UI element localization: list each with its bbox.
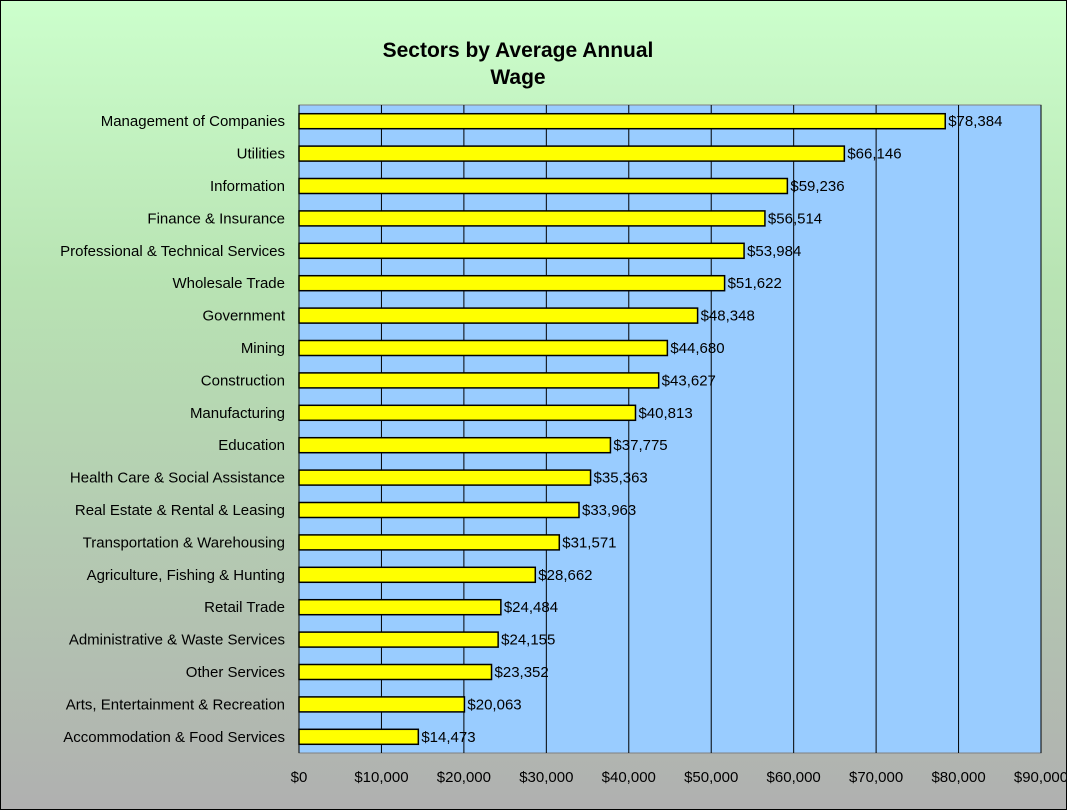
x-tick-label: $50,000 <box>684 769 738 786</box>
data-label: $59,236 <box>790 178 844 195</box>
category-label: Construction <box>201 372 285 389</box>
bar <box>298 242 745 260</box>
category-label: Administrative & Waste Services <box>69 632 285 649</box>
data-label: $23,352 <box>495 664 549 681</box>
data-label: $43,627 <box>662 372 716 389</box>
data-label: $33,963 <box>582 502 636 519</box>
category-label: Wholesale Trade <box>172 275 285 292</box>
bar <box>298 112 946 130</box>
data-label: $48,348 <box>701 308 755 325</box>
bar <box>298 274 726 292</box>
bar <box>298 663 493 681</box>
data-label: $51,622 <box>728 275 782 292</box>
data-label: $28,662 <box>538 567 592 584</box>
data-label: $44,680 <box>670 340 724 357</box>
bar <box>298 339 669 357</box>
bar <box>298 436 612 454</box>
data-label: $40,813 <box>638 405 692 422</box>
data-label: $31,571 <box>562 534 616 551</box>
category-label: Utilities <box>237 146 285 163</box>
data-label: $78,384 <box>948 113 1002 130</box>
category-label: Arts, Entertainment & Recreation <box>66 696 285 713</box>
data-label: $35,363 <box>594 470 648 487</box>
category-label: Education <box>218 437 285 454</box>
x-tick-label: $80,000 <box>931 769 985 786</box>
category-labels: Management of Companies Utilities Informat… <box>60 113 286 746</box>
data-label: $56,514 <box>768 210 822 227</box>
x-tick-label: $0 <box>291 769 308 786</box>
data-labels: $78,384 $66,146$59,236 $56,514 $53,984 $51,6… <box>421 113 1002 746</box>
data-label: $37,775 <box>613 437 667 454</box>
bar <box>298 631 499 648</box>
x-tick-label: $90,000 <box>1014 769 1067 786</box>
data-label: $24,484 <box>504 599 558 616</box>
category-label: Health Care & Social Assistance <box>70 470 285 487</box>
bar <box>298 307 699 324</box>
bar <box>298 404 637 422</box>
category-label: Manufacturing <box>190 405 285 422</box>
x-tick-label: $60,000 <box>767 769 821 786</box>
bar <box>298 728 420 746</box>
x-tick-label: $40,000 <box>602 769 656 786</box>
bar <box>298 501 580 519</box>
data-label: $14,473 <box>421 729 475 746</box>
bars <box>298 112 946 746</box>
category-label: Professional & Technical Services <box>60 243 285 260</box>
bar <box>298 145 846 162</box>
data-label: $24,155 <box>501 632 555 649</box>
x-axis-tick-labels: $0 $10,000 $20,000 $30,000 $40,000 $50,000 $60… <box>291 769 1067 786</box>
chart-title-line-1: Sectors by Average Annual <box>383 39 654 62</box>
category-label: Accommodation & Food Services <box>63 729 285 746</box>
x-tick-label: $30,000 <box>519 769 573 786</box>
data-label: $20,063 <box>467 696 521 713</box>
bar <box>298 534 561 551</box>
category-label: Management of Companies <box>101 113 285 130</box>
category-label: Transportation & Warehousing <box>83 534 285 551</box>
bar <box>298 696 466 713</box>
category-label: Retail Trade <box>204 599 285 616</box>
bar <box>298 372 660 389</box>
bar <box>298 469 592 486</box>
category-label: Agriculture, Fishing & Hunting <box>87 567 285 584</box>
category-label: Government <box>202 308 285 325</box>
chart-title-line-2: Wage <box>490 66 545 89</box>
x-tick-label: $20,000 <box>437 769 491 786</box>
category-label: Other Services <box>186 664 285 681</box>
data-label: $53,984 <box>747 243 801 260</box>
category-label: Real Estate & Rental & Leasing <box>75 502 285 519</box>
x-tick-label: $10,000 <box>354 769 408 786</box>
category-label: Finance & Insurance <box>147 210 285 227</box>
category-label: Information <box>210 178 285 195</box>
bar <box>298 598 502 616</box>
x-tick-label: $70,000 <box>849 769 903 786</box>
bar <box>298 177 789 195</box>
plot-area <box>298 104 1042 754</box>
data-label: $66,146 <box>847 146 901 163</box>
bar <box>298 566 537 584</box>
bar <box>298 210 766 227</box>
category-label: Mining <box>241 340 285 357</box>
